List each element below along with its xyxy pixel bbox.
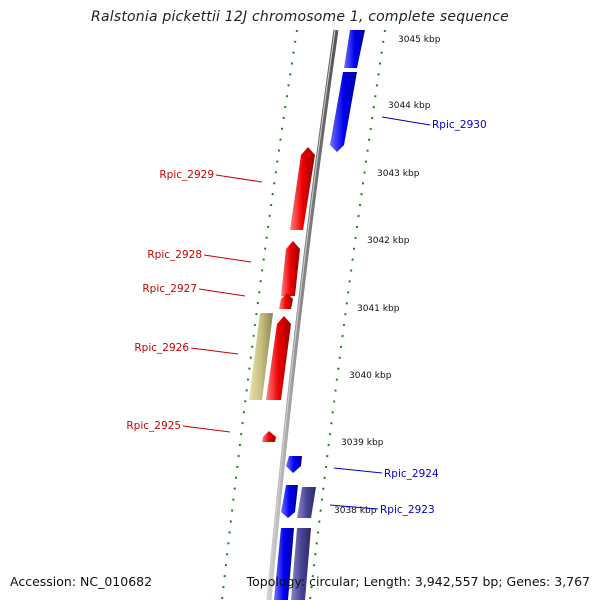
gene-forward-lower [281,485,298,518]
gene-forward-top [344,30,365,68]
gene-label-rpic-2929: Rpic_2929 [159,169,214,181]
gene-forward-bottom [274,528,294,600]
tick-label-3041: 3041 kbp [357,304,400,314]
gene-purple-bottom [291,528,311,600]
tick-label-3040: 3040 kbp [349,371,392,381]
leader-rpic-2923 [329,504,379,510]
leader-rpic-2927 [198,288,246,297]
gene-label-rpic-2925: Rpic_2925 [126,420,181,432]
gene-rpic-2926 [266,316,291,400]
leader-rpic-2925 [182,425,231,433]
leader-rpic-2929 [215,174,263,183]
gene-rpic-2924 [286,456,302,473]
gene-label-rpic-2930: Rpic_2930 [432,119,487,131]
gene-label-rpic-2923: Rpic_2923 [380,504,435,516]
tick-label-3045: 3045 kbp [398,35,441,45]
gene-label-rpic-2924: Rpic_2924 [384,468,439,480]
tick-label-3043: 3043 kbp [377,169,420,179]
gene-rpic-2925 [262,431,276,442]
gene-rpic-2927 [279,293,293,309]
chromosome-backbone-highlight [267,29,336,600]
gene-rpic-2923 [297,487,316,518]
tick-label-3039: 3039 kbp [341,438,384,448]
tick-label-3042: 3042 kbp [367,236,410,246]
gene-rpic-2926-olive [249,313,273,400]
gene-label-rpic-2927: Rpic_2927 [142,283,197,295]
leader-rpic-2924 [333,467,383,474]
gene-label-rpic-2928: Rpic_2928 [147,249,202,261]
tick-label-3044: 3044 kbp [388,101,431,111]
accession-label: Accession: NC_010682 [10,574,153,589]
leader-rpic-2930 [381,116,431,126]
gene-rpic-2928 [281,241,300,296]
leader-rpic-2928 [203,254,252,263]
chromosome-backbone [266,29,339,600]
leader-rpic-2926 [190,347,239,355]
tick-label-3038: 3038 kbp [334,506,377,516]
gene-label-rpic-2926: Rpic_2926 [134,342,189,354]
gene-rpic-2929 [290,147,315,230]
gene-rpic-2930 [330,72,357,152]
topology-label: Topology: circular; Length: 3,942,557 bp… [246,574,590,589]
map-title: Ralstonia pickettii 12J chromosome 1, co… [91,9,509,25]
